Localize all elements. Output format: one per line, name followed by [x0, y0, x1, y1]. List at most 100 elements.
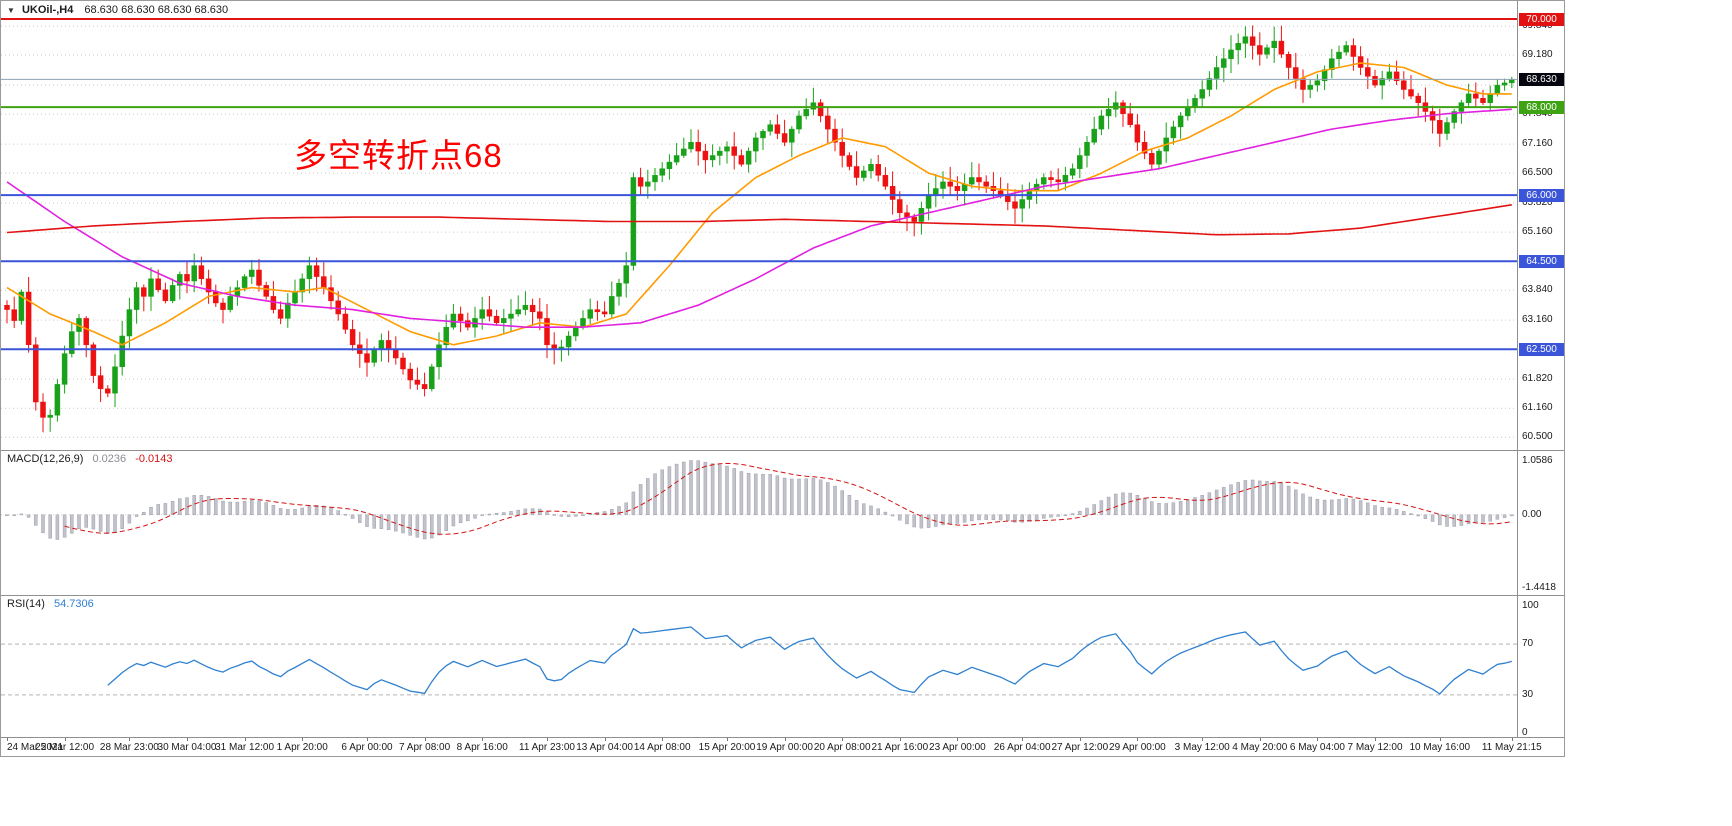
chart-collapse-icon[interactable]: ▼	[7, 6, 15, 15]
current-price-label: 68.630	[1519, 72, 1564, 86]
time-axis-tick	[187, 738, 188, 741]
chart-header: ▼ UKOil-,H4 68.630 68.630 68.630 68.630	[7, 4, 228, 16]
time-axis-border	[1, 737, 1564, 738]
price-axis-label: 65.160	[1522, 226, 1553, 238]
macd-indicator-chart[interactable]	[1, 451, 1517, 595]
time-axis-tick	[244, 738, 246, 741]
price-axis-label: 61.820	[1522, 373, 1553, 385]
rsi-axis-label: 70	[1522, 638, 1534, 650]
price-level-label[interactable]: 66.000	[1519, 188, 1564, 202]
rsi-indicator-chart[interactable]	[1, 596, 1517, 737]
panel-separator[interactable]	[1, 595, 1564, 596]
ma-fast-orange	[6, 62, 1512, 346]
ma-slow-red	[6, 204, 1512, 236]
price-axis-label: 69.840	[1522, 20, 1553, 32]
ohlc-readout: 68.630 68.630 68.630 68.630	[84, 4, 229, 16]
macd-main-value: 0.0236	[92, 453, 127, 465]
time-axis-label: 7 Apr 08:00	[399, 742, 451, 753]
time-axis-tick	[1317, 738, 1319, 741]
price-axis-label: 66.500	[1522, 167, 1553, 179]
time-axis-label: 6 May 04:00	[1289, 742, 1345, 753]
rsi-axis-label: 0	[1522, 727, 1528, 739]
rsi-name: RSI(14)	[7, 598, 45, 610]
time-axis-tick	[1511, 738, 1513, 741]
price-axis-label: 61.160	[1522, 402, 1553, 414]
time-axis-tick	[1137, 738, 1139, 741]
time-axis-label: 11 May 21:15	[1481, 742, 1542, 753]
time-axis-label: 11 Apr 23:00	[519, 742, 575, 753]
price-axis-label: 69.180	[1522, 49, 1553, 61]
time-axis-label: 4 May 20:00	[1232, 742, 1288, 753]
time-axis-tick	[1202, 738, 1204, 741]
price-axis-label: 67.840	[1522, 108, 1553, 120]
price-level-label[interactable]: 70.000	[1519, 12, 1564, 26]
time-axis-label: 25 Mar 12:00	[35, 742, 95, 753]
time-axis-tick	[1375, 738, 1376, 741]
time-axis-tick	[1439, 738, 1441, 741]
time-axis-label: 10 May 16:00	[1409, 742, 1471, 753]
time-axis-label: 8 Apr 16:00	[456, 742, 508, 753]
macd-name: MACD(12,26,9)	[7, 453, 84, 465]
macd-indicator-label: MACD(12,26,9) 0.0236 -0.0143	[7, 453, 173, 465]
time-axis-label: 6 Apr 00:00	[341, 742, 393, 753]
time-axis-tick	[727, 738, 728, 741]
price-candlestick-chart[interactable]	[1, 1, 1517, 450]
time-axis-tick	[604, 738, 606, 741]
price-axis-label: 63.160	[1522, 314, 1553, 326]
time-axis-label: 7 May 12:00	[1347, 742, 1403, 753]
macd-axis-label: 0.00	[1522, 508, 1542, 520]
time-axis-tick	[784, 738, 786, 741]
price-axis-label: 65.820	[1522, 197, 1553, 209]
price-axis-label: 60.500	[1522, 431, 1553, 443]
symbol-timeframe-label: UKOil-,H4	[21, 4, 74, 16]
time-axis-label: 14 Apr 08:00	[633, 742, 691, 753]
time-axis-tick	[1022, 738, 1024, 741]
time-axis-label: 19 Apr 00:00	[756, 742, 813, 753]
time-axis-tick	[1079, 738, 1081, 741]
price-axis-label: 67.160	[1522, 138, 1553, 150]
time-axis-tick	[64, 738, 66, 741]
time-axis-label: 21 Apr 16:00	[871, 742, 929, 753]
rsi-indicator-label: RSI(14) 54.7306	[7, 598, 94, 610]
time-axis-tick	[7, 738, 8, 741]
time-axis-label: 15 Apr 20:00	[698, 742, 756, 753]
price-level-label[interactable]: 68.000	[1519, 100, 1564, 114]
time-axis-tick	[662, 738, 664, 741]
rsi-value: 54.7306	[53, 598, 94, 610]
macd-signal-value: -0.0143	[135, 453, 173, 465]
price-axis-border	[1517, 1, 1518, 737]
time-axis-tick	[302, 738, 304, 741]
time-axis-tick	[1259, 738, 1261, 741]
time-axis-tick	[367, 738, 368, 741]
time-axis-label: 31 Mar 12:00	[215, 742, 275, 753]
time-axis-tick	[547, 738, 548, 741]
time-axis-tick	[424, 738, 426, 741]
price-level-label[interactable]: 64.500	[1519, 254, 1564, 268]
rsi-axis-label: 100	[1522, 599, 1539, 611]
time-axis-label: 26 Apr 04:00	[993, 742, 1051, 753]
time-axis-tick	[899, 738, 901, 741]
time-axis-label: 28 Mar 23:00	[99, 742, 159, 753]
panel-separator[interactable]	[1, 450, 1564, 451]
macd-axis-label: 1.0586	[1522, 454, 1553, 466]
time-axis-tick	[482, 738, 484, 741]
time-axis-label: 20 Apr 08:00	[813, 742, 871, 753]
time-axis-tick	[957, 738, 959, 741]
chart-window: ▼ UKOil-,H4 68.630 68.630 68.630 68.630 …	[0, 0, 1565, 757]
time-axis-label: 29 Apr 00:00	[1109, 742, 1166, 753]
time-axis-tick	[842, 738, 844, 741]
time-axis-tick	[129, 738, 131, 741]
chart-annotation-text[interactable]: 多空转折点68	[294, 137, 503, 174]
price-level-label[interactable]: 62.500	[1519, 342, 1564, 356]
time-axis-label: 3 May 12:00	[1174, 742, 1230, 753]
time-axis-label: 1 Apr 20:00	[276, 742, 328, 753]
ma-mid-magenta	[6, 108, 1512, 329]
time-axis-label: 24 Mar 2021	[7, 742, 64, 753]
time-axis-label: 27 Apr 12:00	[1051, 742, 1109, 753]
time-axis-label: 30 Mar 04:00	[157, 742, 217, 753]
time-axis-label: 13 Apr 04:00	[576, 742, 633, 753]
price-axis-label: 63.840	[1522, 284, 1553, 296]
time-axis-label: 23 Apr 00:00	[929, 742, 986, 753]
macd-axis-label: -1.4418	[1522, 582, 1556, 594]
